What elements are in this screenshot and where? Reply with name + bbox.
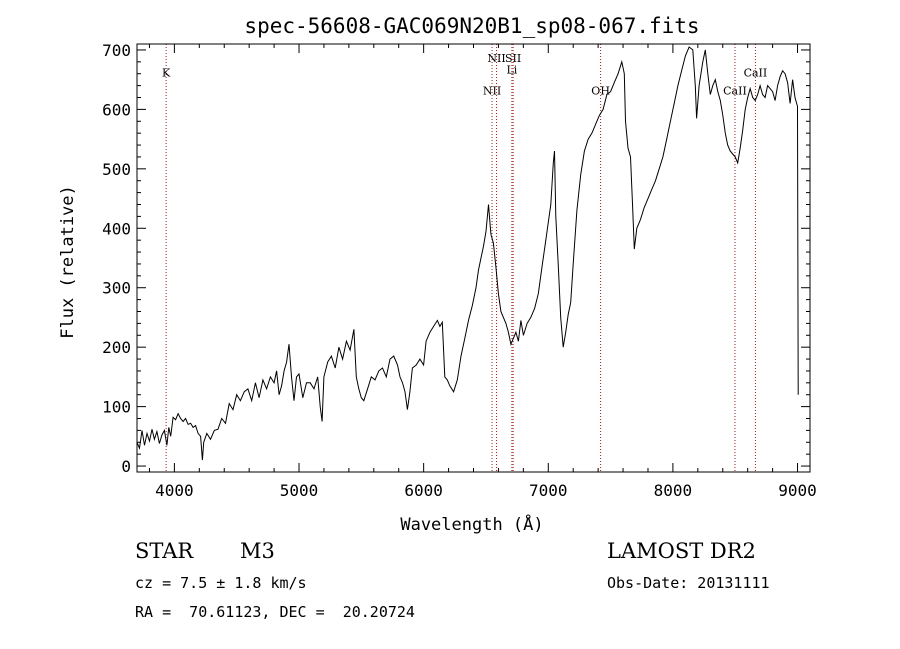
line-marker-label: CaII (723, 85, 747, 98)
redshift-text: cz = 7.5 ± 1.8 km/s (135, 574, 307, 592)
x-tick-label: 8000 (654, 481, 693, 500)
y-tick-label: 600 (102, 100, 131, 119)
line-marker-label: K (162, 67, 171, 80)
spectrum-line (136, 46, 799, 461)
y-tick-label: 400 (102, 219, 131, 238)
y-axis-label: Flux (relative) (58, 185, 78, 339)
y-tick-label: 500 (102, 160, 131, 179)
y-tick-label: 0 (121, 457, 131, 476)
x-tick-label: 6000 (404, 481, 443, 500)
coordinates: RA = 70.61123, DEC = 20.20724 (135, 603, 415, 621)
survey-name: LAMOST DR2 (607, 539, 756, 563)
x-tick-label: 4000 (155, 481, 194, 500)
line-marker-label: SII (505, 52, 521, 65)
y-tick-label: 700 (102, 41, 131, 60)
line-marker-label: Li (506, 64, 517, 77)
x-tick-label: 5000 (280, 481, 319, 500)
chart-title: spec-56608-GAC069N20B1_sp08-067.fits (244, 14, 699, 38)
y-tick-label: 100 (102, 398, 131, 417)
y-tick-label: 300 (102, 279, 131, 298)
line-marker-label: NII (487, 52, 505, 65)
x-tick-label: 7000 (529, 481, 568, 500)
line-marker-label: OH (591, 85, 610, 98)
plot-frame (136, 43, 811, 473)
y-tick-label: 200 (102, 338, 131, 357)
x-axis-label: Wavelength (Å) (400, 513, 543, 535)
line-marker-label: CaII (744, 67, 768, 80)
x-tick-label: 9000 (778, 481, 817, 500)
spectrum-chart: spec-56608-GAC069N20B1_sp08-067.fits 400… (58, 14, 817, 535)
object-class: STAR (135, 539, 194, 563)
obs-date: Obs-Date: 20131111 (607, 574, 770, 592)
line-marker-label: NII (483, 85, 501, 98)
object-subclass: M3 (240, 539, 275, 563)
